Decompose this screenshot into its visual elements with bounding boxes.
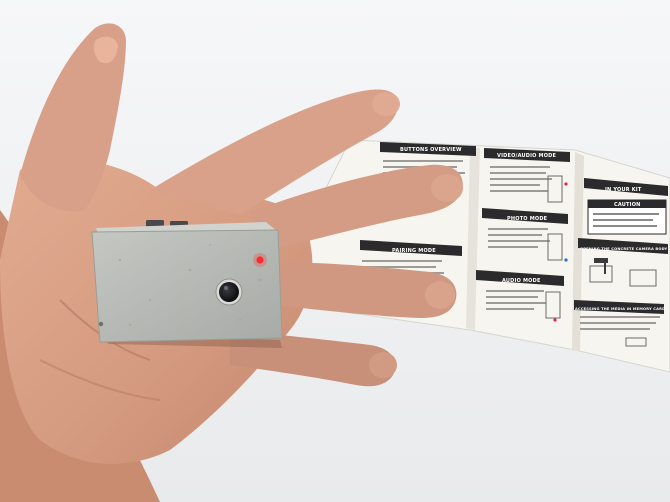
leaflet-pink-dot — [553, 318, 557, 322]
svg-text:VIDEO/AUDIO MODE: VIDEO/AUDIO MODE — [497, 153, 557, 159]
ring-finger — [270, 262, 457, 318]
pinky-finger — [230, 330, 396, 387]
thumb — [20, 23, 126, 212]
camera-led — [256, 256, 264, 264]
camera-prototype — [91, 220, 283, 348]
pinky-fingertip — [369, 352, 397, 378]
svg-text:OPENING THE CONCRETE CAMERA BO: OPENING THE CONCRETE CAMERA BODY — [580, 247, 668, 251]
ring-fingertip — [425, 281, 455, 309]
svg-text:PAIRING MODE: PAIRING MODE — [392, 248, 436, 254]
camera-screw-hole — [98, 321, 104, 327]
svg-text:ACCESSING THE MEDIA IN MEMORY: ACCESSING THE MEDIA IN MEMORY CARD — [575, 307, 665, 311]
leaflet-heading-accessing-media: ACCESSING THE MEDIA IN MEMORY CARD — [574, 300, 665, 314]
camera-front-face — [91, 229, 283, 343]
leaflet-heading-audio-mode: AUDIO MODE — [476, 270, 564, 286]
middle-fingertip — [431, 174, 463, 202]
leaflet-hammer-icon — [594, 258, 608, 274]
index-finger — [150, 89, 398, 215]
leaflet-heading-video-audio-mode: VIDEO/AUDIO MODE — [484, 148, 570, 162]
leaflet-red-dot — [564, 182, 568, 186]
leaflet-blue-dot — [564, 258, 568, 262]
leaflet-heading-pairing-mode: PAIRING MODE — [360, 240, 462, 256]
leaflet-caution-box: CAUTION — [587, 199, 667, 235]
camera-lens — [219, 282, 239, 302]
index-fingertip — [372, 92, 400, 116]
leaflet-heading-buttons-overview: BUTTONS OVERVIEW — [380, 142, 476, 156]
svg-text:PHOTO MODE: PHOTO MODE — [507, 216, 548, 222]
leaflet-diagrams — [545, 175, 657, 347]
svg-text:CAUTION: CAUTION — [614, 202, 641, 208]
leaflet-heading-photo-mode: PHOTO MODE — [482, 208, 568, 224]
svg-text:AUDIO MODE: AUDIO MODE — [502, 278, 541, 284]
camera-concrete-texture — [118, 244, 262, 327]
thumb-nail-shadow — [93, 36, 118, 64]
middle-finger — [250, 164, 463, 250]
leaflet-heading-opening-camera: OPENING THE CONCRETE CAMERA BODY — [578, 238, 668, 254]
leaflet-fold-shadow — [466, 148, 480, 330]
svg-text:BUTTONS OVERVIEW: BUTTONS OVERVIEW — [400, 147, 462, 153]
svg-text:IN YOUR KIT: IN YOUR KIT — [605, 187, 642, 193]
camera-lens-highlight — [224, 286, 228, 290]
palm-crease-2 — [39, 359, 161, 401]
leaflet-heading-in-your-kit: IN YOUR KIT — [584, 178, 668, 196]
